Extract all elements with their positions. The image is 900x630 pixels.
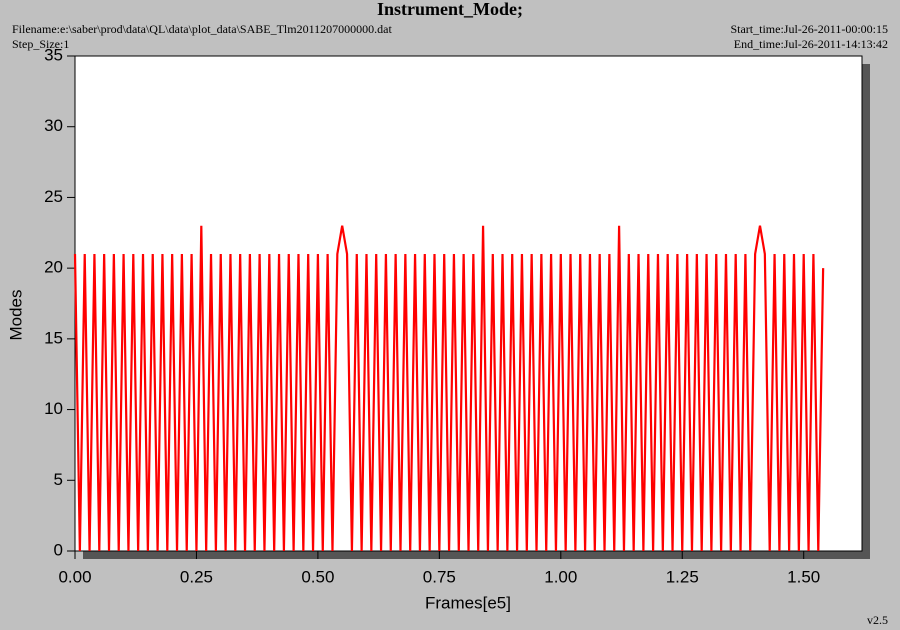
version: v2.5 <box>867 613 888 627</box>
x-axis-label: Frames[e5] <box>425 593 511 612</box>
y-tick-label: 25 <box>44 187 63 206</box>
x-tick-label: 0.50 <box>301 567 334 586</box>
y-tick-label: 35 <box>44 45 63 64</box>
x-tick-label: 1.25 <box>666 567 699 586</box>
x-tick-label: 0.25 <box>180 567 213 586</box>
y-tick-label: 0 <box>54 540 63 559</box>
x-tick-label: 1.50 <box>787 567 820 586</box>
y-tick-label: 15 <box>44 328 63 347</box>
plot-area <box>74 55 863 552</box>
start-time: Start_time:Jul-26-2011-00:00:15 <box>730 22 888 36</box>
chart-title: Instrument_Mode; <box>377 0 523 19</box>
x-tick-label: 1.00 <box>544 567 577 586</box>
x-tick-label: 0.75 <box>423 567 456 586</box>
y-tick-label: 30 <box>44 116 63 135</box>
step-size: Step_Size:1 <box>12 37 69 51</box>
x-tick-label: 0.00 <box>58 567 91 586</box>
filename: Filename:e:\saber\prod\data\QL\data\plot… <box>12 22 392 36</box>
y-tick-label: 20 <box>44 258 63 277</box>
y-tick-label: 10 <box>44 399 63 418</box>
y-axis-label: Modes <box>6 289 25 340</box>
y-tick-label: 5 <box>54 470 63 489</box>
end-time: End_time:Jul-26-2011-14:13:42 <box>734 37 888 51</box>
data-line <box>73 225 825 552</box>
